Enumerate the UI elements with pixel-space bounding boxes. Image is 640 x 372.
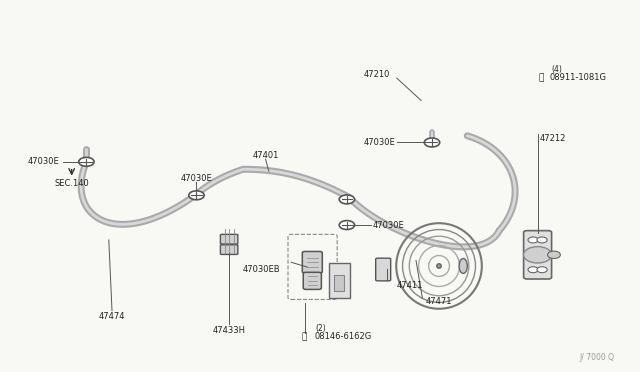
Ellipse shape bbox=[459, 259, 467, 273]
FancyBboxPatch shape bbox=[328, 263, 350, 298]
Text: 47030EB: 47030EB bbox=[243, 265, 280, 274]
Circle shape bbox=[424, 138, 440, 147]
Text: 08911-1081G: 08911-1081G bbox=[549, 73, 606, 82]
Circle shape bbox=[339, 195, 355, 204]
Text: 47030E: 47030E bbox=[27, 157, 59, 166]
FancyBboxPatch shape bbox=[302, 251, 323, 273]
Circle shape bbox=[528, 237, 538, 243]
Text: 47212: 47212 bbox=[540, 134, 566, 143]
Circle shape bbox=[528, 267, 538, 273]
Text: 47401: 47401 bbox=[252, 151, 279, 160]
Text: 47411: 47411 bbox=[397, 281, 423, 290]
FancyBboxPatch shape bbox=[334, 275, 344, 291]
FancyBboxPatch shape bbox=[524, 231, 552, 279]
FancyBboxPatch shape bbox=[220, 234, 238, 244]
Circle shape bbox=[524, 247, 552, 263]
Ellipse shape bbox=[437, 264, 441, 268]
Text: Ⓑ: Ⓑ bbox=[302, 332, 307, 341]
FancyBboxPatch shape bbox=[303, 272, 321, 289]
Circle shape bbox=[79, 157, 94, 166]
Text: J/ 7000 Q: J/ 7000 Q bbox=[579, 353, 614, 362]
Text: SEC.140: SEC.140 bbox=[54, 179, 89, 187]
Text: 47030E: 47030E bbox=[372, 221, 404, 230]
Text: (4): (4) bbox=[552, 65, 563, 74]
Circle shape bbox=[537, 267, 547, 273]
Text: 47030E: 47030E bbox=[180, 174, 212, 183]
FancyBboxPatch shape bbox=[220, 245, 238, 254]
Circle shape bbox=[339, 221, 355, 230]
Circle shape bbox=[537, 237, 547, 243]
Text: (2): (2) bbox=[316, 324, 326, 333]
Circle shape bbox=[189, 191, 204, 200]
Text: 47030E: 47030E bbox=[364, 138, 396, 147]
FancyBboxPatch shape bbox=[376, 258, 390, 281]
Text: 47433H: 47433H bbox=[212, 326, 246, 335]
Text: Ⓝ: Ⓝ bbox=[539, 73, 544, 82]
Text: 47471: 47471 bbox=[426, 297, 452, 306]
Text: 08146-6162G: 08146-6162G bbox=[315, 332, 372, 341]
Text: 47474: 47474 bbox=[99, 312, 125, 321]
Text: 47210: 47210 bbox=[364, 70, 390, 79]
Circle shape bbox=[548, 251, 561, 259]
